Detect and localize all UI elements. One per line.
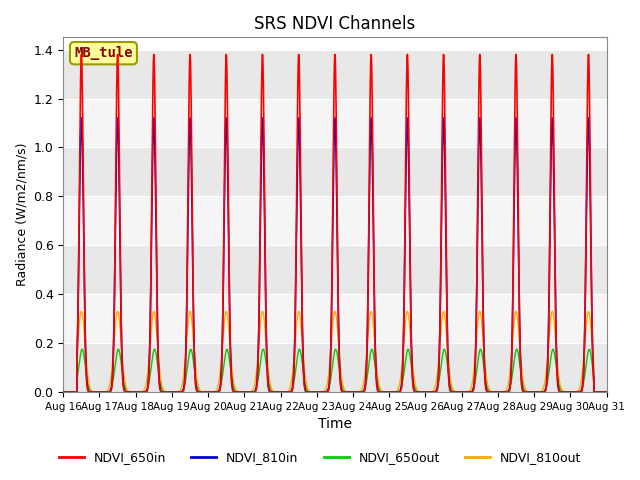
Y-axis label: Radiance (W/m2/nm/s): Radiance (W/m2/nm/s) <box>15 143 28 287</box>
X-axis label: Time: Time <box>318 418 352 432</box>
Bar <box>63 196 607 245</box>
Title: SRS NDVI Channels: SRS NDVI Channels <box>254 15 415 33</box>
Bar <box>63 343 607 392</box>
Legend: NDVI_650in, NDVI_810in, NDVI_650out, NDVI_810out: NDVI_650in, NDVI_810in, NDVI_650out, NDV… <box>54 446 586 469</box>
Bar <box>63 49 607 98</box>
Bar <box>63 147 607 196</box>
Bar <box>63 98 607 147</box>
Bar <box>63 245 607 294</box>
Bar <box>63 294 607 343</box>
Text: MB_tule: MB_tule <box>74 46 132 60</box>
